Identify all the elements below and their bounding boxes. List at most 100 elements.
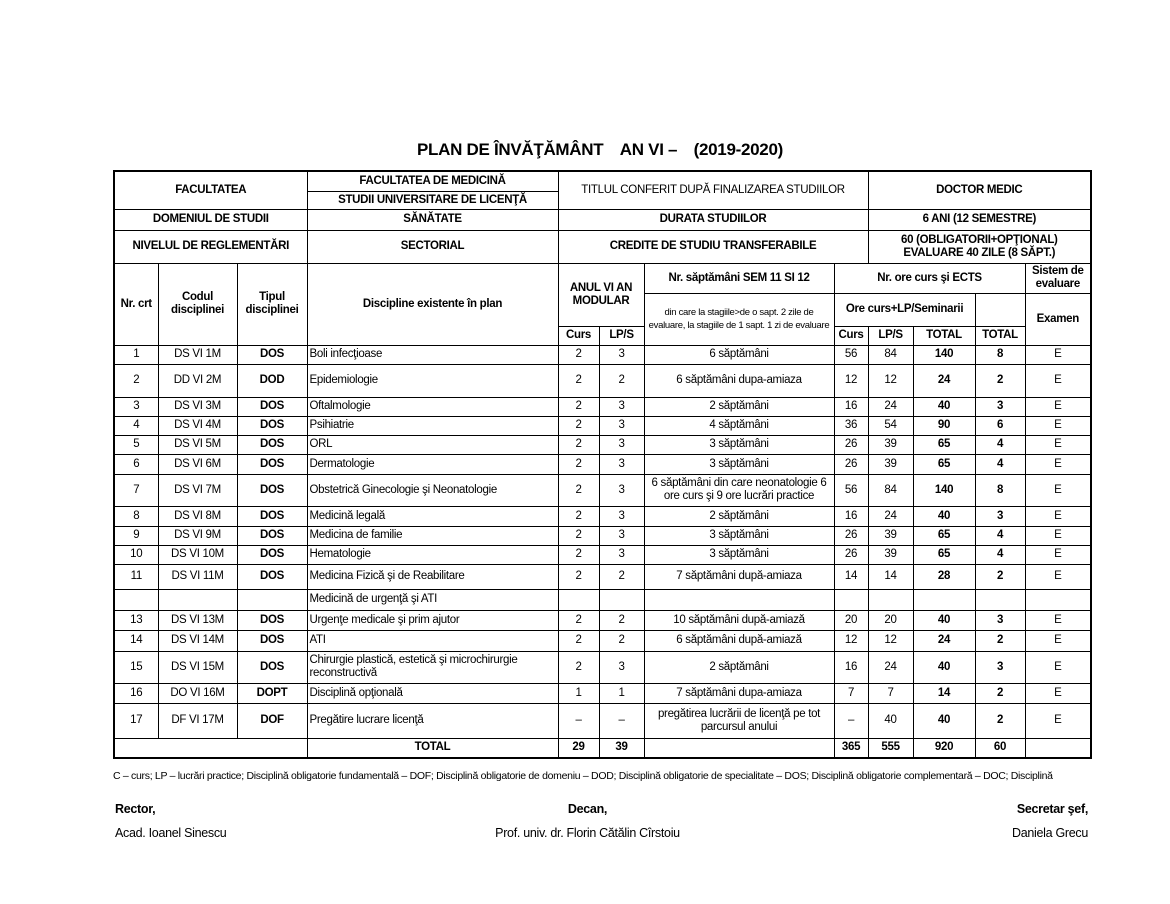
cell-tip: DOS bbox=[236, 525, 308, 546]
col-total: TOTAL bbox=[912, 325, 976, 346]
credite-value: 60 (OBLIGATORII+OPŢIONAL) EVALUARE 40 ZIL… bbox=[867, 229, 1092, 264]
cell-nr: 16 bbox=[113, 682, 159, 704]
studii-value: STUDII UNIVERSITARE DE LICENŢĂ bbox=[306, 190, 559, 210]
cell-cod: DS VI 7M bbox=[157, 473, 238, 507]
cell-e: 3 bbox=[974, 650, 1026, 684]
cell-cod: DS VI 6M bbox=[157, 453, 238, 475]
cell-e: 4 bbox=[974, 434, 1026, 455]
cell-cod: DS VI 9M bbox=[157, 525, 238, 546]
cell-ol: 7 bbox=[867, 682, 914, 704]
cell-ol: 24 bbox=[867, 505, 914, 527]
cell-t: 40 bbox=[912, 702, 976, 739]
cell-tip: DOS bbox=[236, 650, 308, 684]
cell-ol: 24 bbox=[867, 396, 914, 417]
cell-disc: Oftalmologie bbox=[306, 396, 559, 417]
cell-oc: 14 bbox=[833, 563, 869, 590]
cell-ol: 12 bbox=[867, 363, 914, 398]
cell-oc: 36 bbox=[833, 415, 869, 436]
cell-ex: E bbox=[1024, 609, 1092, 631]
cell-cod: DS VI 8M bbox=[157, 505, 238, 527]
cell-disc: Medicina Fizică şi de Reabilitare bbox=[306, 563, 559, 590]
cell-s: 2 săptămâni bbox=[643, 396, 835, 417]
cell-l: 3 bbox=[598, 505, 645, 527]
cell-oc: 16 bbox=[833, 505, 869, 527]
total-curs: 29 bbox=[557, 737, 600, 759]
cell-cod: DO VI 16M bbox=[157, 682, 238, 704]
cell-cod: DD VI 2M bbox=[157, 363, 238, 398]
cell-s: 3 săptămâni bbox=[643, 525, 835, 546]
total-ore: 920 bbox=[912, 737, 976, 759]
table-row: Medicină de urgenţă şi ATI bbox=[113, 588, 1092, 611]
cell-t: 65 bbox=[912, 525, 976, 546]
cell-ex bbox=[1024, 588, 1092, 611]
table-row: 17 DF VI 17M DOF Pregătire lucrare licenţă –… bbox=[113, 702, 1092, 739]
cell-tip bbox=[236, 588, 308, 611]
col-ore: Nr. ore curs şi ECTS bbox=[833, 262, 1026, 294]
titlul-value: DOCTOR MEDIC bbox=[867, 170, 1092, 210]
cell-cod: DS VI 5M bbox=[157, 434, 238, 455]
cell-t: 90 bbox=[912, 415, 976, 436]
cell-ex: E bbox=[1024, 629, 1092, 652]
empty-cell bbox=[113, 737, 308, 759]
cell-e: 8 bbox=[974, 344, 1026, 365]
total-label: TOTAL bbox=[306, 737, 559, 759]
cell-s: 2 săptămâni bbox=[643, 650, 835, 684]
cell-ol: 39 bbox=[867, 525, 914, 546]
cell-disc: Medicină legală bbox=[306, 505, 559, 527]
cell-ex: E bbox=[1024, 434, 1092, 455]
cell-e: 6 bbox=[974, 415, 1026, 436]
col-ore-sub: Ore curs+LP/Seminarii bbox=[833, 292, 976, 327]
cell-oc: 12 bbox=[833, 363, 869, 398]
cell-disc: Urgenţe medicale şi prim ajutor bbox=[306, 609, 559, 631]
signature-rector: Rector, Acad. Ioanel Sinescu bbox=[115, 802, 227, 840]
cell-cod: DF VI 17M bbox=[157, 702, 238, 739]
col-total-ects: TOTAL bbox=[974, 325, 1026, 346]
signature-role: Rector, bbox=[115, 802, 156, 816]
cell-l: 3 bbox=[598, 453, 645, 475]
cell-nr: 1 bbox=[113, 344, 159, 365]
cell-ex: E bbox=[1024, 702, 1092, 739]
durata-value: 6 ANI (12 SEMESTRE) bbox=[867, 208, 1092, 231]
cell-e: 2 bbox=[974, 629, 1026, 652]
cell-s: 2 săptămâni bbox=[643, 505, 835, 527]
table-row: 7 DS VI 7M DOS Obstetrică Ginecologie şi Ne… bbox=[113, 473, 1092, 507]
table-row: 5 DS VI 5M DOS ORL 2 3 3 săptămâni 26 39 65 4 E bbox=[113, 434, 1092, 455]
cell-cod: DS VI 15M bbox=[157, 650, 238, 684]
cell-c: 2 bbox=[557, 434, 600, 455]
cell-l: 2 bbox=[598, 629, 645, 652]
cell-cod: DS VI 1M bbox=[157, 344, 238, 365]
title-year: AN VI – bbox=[619, 140, 678, 159]
cell-t: 14 bbox=[912, 682, 976, 704]
cell-l: 3 bbox=[598, 415, 645, 436]
cell-tip: DOS bbox=[236, 434, 308, 455]
table-row: 3 DS VI 3M DOS Oftalmologie 2 3 2 săptămâni 16 2… bbox=[113, 396, 1092, 417]
col-disc: Discipline existente în plan bbox=[306, 262, 559, 346]
total-row: TOTAL 29 39 365 555 920 60 bbox=[113, 737, 1092, 759]
durata-label: DURATA STUDIILOR bbox=[557, 208, 869, 231]
cell-ex: E bbox=[1024, 682, 1092, 704]
cell-oc: 7 bbox=[833, 682, 869, 704]
domeniul-value: SĂNĂTATE bbox=[306, 208, 559, 231]
cell-c: 2 bbox=[557, 344, 600, 365]
cell-tip: DOS bbox=[236, 544, 308, 565]
cell-ex: E bbox=[1024, 363, 1092, 398]
credite-line-2: EVALUARE 40 ZILE (8 SĂPT.) bbox=[903, 246, 1056, 259]
cell-disc: Disciplină opţională bbox=[306, 682, 559, 704]
cell-disc: Medicină de urgenţă şi ATI bbox=[306, 588, 559, 611]
col-sistem: Sistem de evaluare bbox=[1024, 262, 1092, 294]
cell-cod: DS VI 3M bbox=[157, 396, 238, 417]
cell-ex: E bbox=[1024, 505, 1092, 527]
cell-c: 2 bbox=[557, 650, 600, 684]
cell-disc: Dermatologie bbox=[306, 453, 559, 475]
cell-c: 2 bbox=[557, 453, 600, 475]
cell-nr: 13 bbox=[113, 609, 159, 631]
cell-s: 3 săptămâni bbox=[643, 453, 835, 475]
cell-ol: 12 bbox=[867, 629, 914, 652]
cell-s: 7 săptămâni dupa-amiaza bbox=[643, 682, 835, 704]
cell-ex: E bbox=[1024, 396, 1092, 417]
cell-tip: DOS bbox=[236, 473, 308, 507]
table-row: 15 DS VI 15M DOS Chirurgie plastică, esteti… bbox=[113, 650, 1092, 684]
cell-oc: 16 bbox=[833, 396, 869, 417]
cell-nr: 5 bbox=[113, 434, 159, 455]
cell-c: 2 bbox=[557, 415, 600, 436]
